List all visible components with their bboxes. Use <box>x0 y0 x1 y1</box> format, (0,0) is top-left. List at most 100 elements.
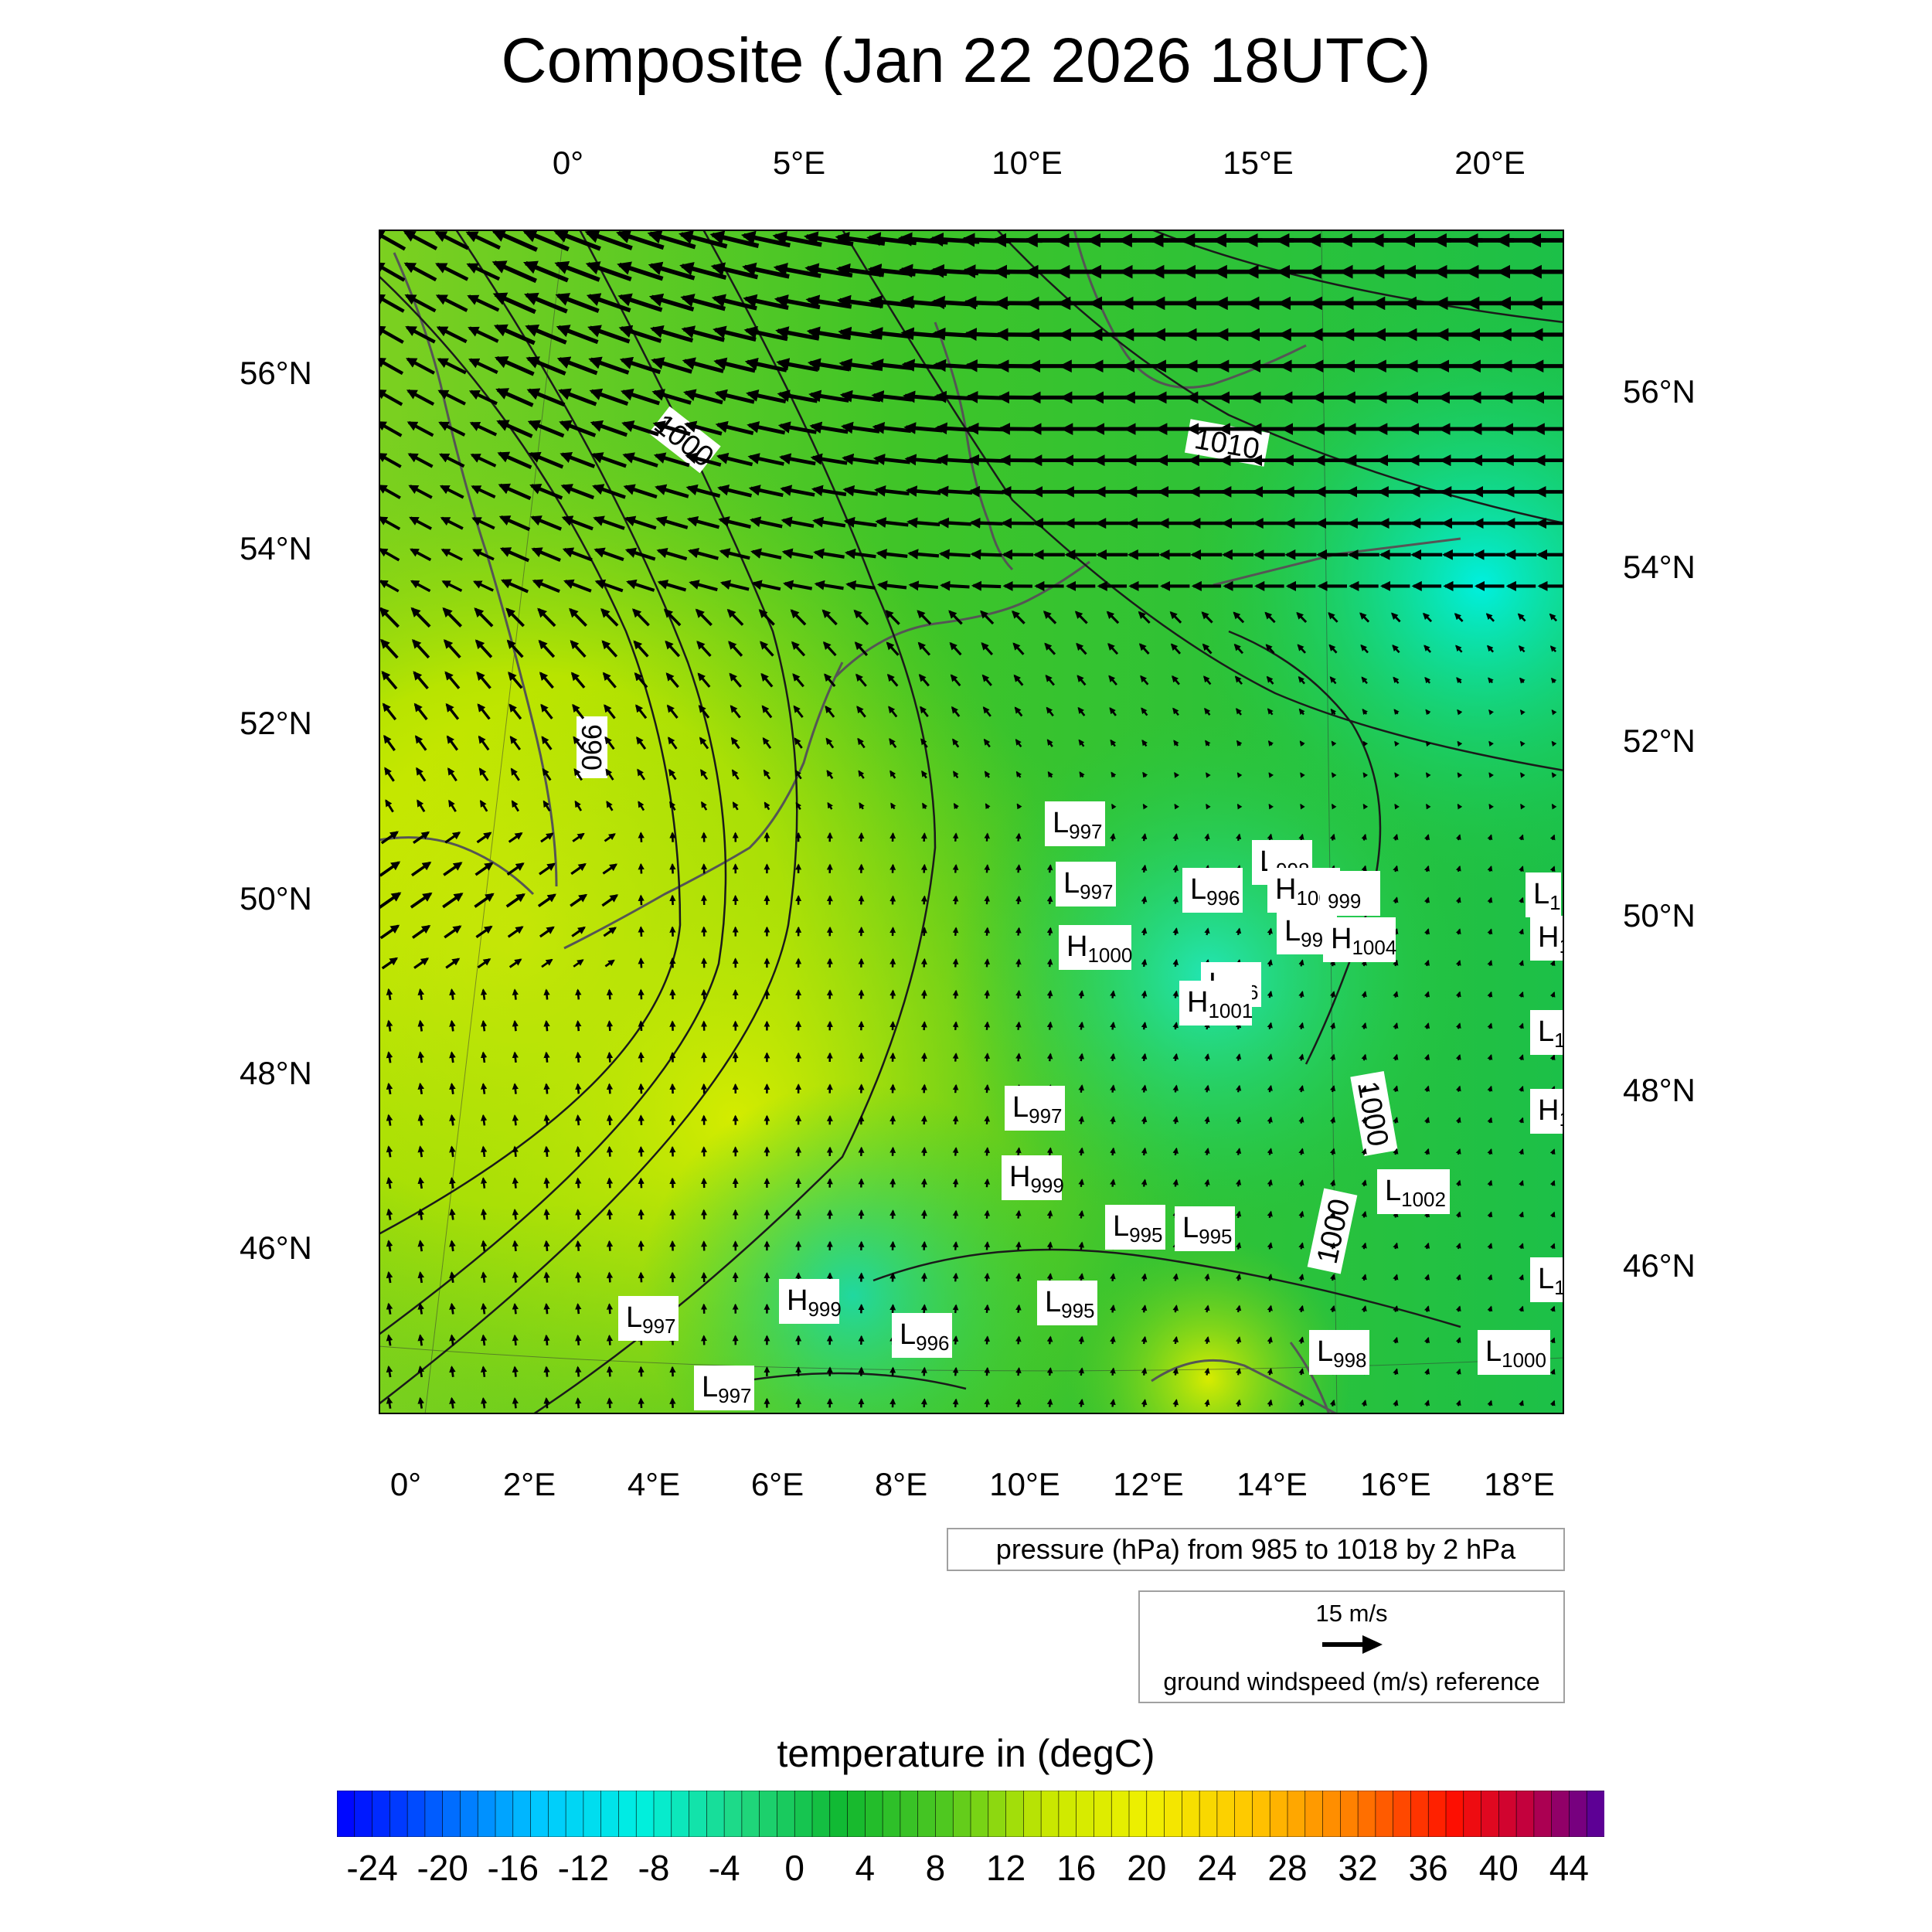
wind-arrow <box>496 420 533 438</box>
wind-arrow <box>1487 1211 1493 1218</box>
wind-arrow <box>984 1115 991 1124</box>
wind-arrow <box>1141 1335 1148 1345</box>
wind-arrow <box>1329 1210 1336 1218</box>
wind-arrow <box>853 609 869 626</box>
wind-arrow <box>695 608 713 627</box>
wind-arrow <box>539 862 556 876</box>
wind-arrow <box>1455 1117 1461 1124</box>
wind-arrow <box>1329 1085 1336 1093</box>
wind-arrow <box>937 485 973 498</box>
wind-arrow <box>588 356 630 375</box>
wind-arrow <box>413 831 430 844</box>
wind-arrow <box>1361 1179 1367 1187</box>
wind-arrow <box>604 833 616 842</box>
wind-arrow <box>494 355 535 376</box>
wind-arrow <box>1361 676 1368 685</box>
wind-arrow <box>616 230 665 250</box>
wind-arrow <box>386 1019 393 1032</box>
wind-arrow <box>1393 833 1399 841</box>
wind-arrow <box>1078 990 1085 998</box>
wind-arrow <box>811 485 847 497</box>
wind-arrow <box>604 736 615 750</box>
wind-arrow <box>669 1240 676 1251</box>
wind-arrow <box>953 802 960 810</box>
wind-arrow <box>443 639 461 658</box>
wind-arrow <box>952 1335 959 1345</box>
wind-arrow <box>1141 832 1148 842</box>
wind-arrow <box>498 483 532 501</box>
wind-arrow <box>478 735 490 751</box>
wind-arrow <box>952 738 960 748</box>
wind-arrow <box>416 767 427 782</box>
wind-arrow <box>1519 866 1524 872</box>
wind-arrow <box>794 769 802 780</box>
wind-arrow <box>921 770 927 779</box>
wind-arrow <box>442 607 462 628</box>
wind-arrow <box>1361 991 1367 998</box>
wind-arrow <box>435 262 469 281</box>
wind-arrow <box>436 325 468 344</box>
wind-arrow <box>1454 613 1464 622</box>
wind-arrow <box>1298 1336 1304 1344</box>
wind-arrow <box>1299 740 1305 747</box>
wind-arrow <box>1551 772 1557 778</box>
colorbar-swatch <box>372 1791 391 1837</box>
colorbar-swatch <box>723 1791 743 1837</box>
wind-arrow <box>636 736 647 750</box>
wind-arrow <box>1172 1367 1179 1376</box>
wind-arrow <box>1078 1241 1085 1250</box>
wind-arrow <box>716 452 753 467</box>
wind-arrow <box>417 1145 425 1158</box>
wind-arrow <box>1298 1368 1304 1376</box>
wind-arrow <box>543 1114 550 1126</box>
wind-arrow <box>510 767 520 781</box>
wind-arrow <box>984 770 991 778</box>
bottom-lon-label: 12°E <box>1113 1466 1184 1502</box>
wind-arrow <box>543 1051 550 1063</box>
wind-arrow <box>1206 772 1211 778</box>
wind-arrow <box>1172 1084 1179 1093</box>
colorbar-swatch <box>1216 1791 1236 1837</box>
wind-arrow <box>479 799 488 812</box>
pressure-center-label: L996 <box>1182 868 1243 913</box>
wind-arrow <box>560 451 596 468</box>
wind-arrow <box>1046 927 1053 936</box>
wind-arrow <box>699 736 709 750</box>
wind-arrow <box>1487 1243 1493 1250</box>
wind-arrow <box>1110 1179 1116 1187</box>
wind-arrow <box>952 895 959 905</box>
wind-arrow <box>1328 644 1338 654</box>
wind-arrow <box>606 1209 614 1220</box>
wind-arrow <box>474 893 495 908</box>
wind-arrow <box>1046 706 1054 717</box>
wind-arrow <box>1204 1116 1210 1124</box>
wind-arrow <box>443 862 463 876</box>
wind-arrow <box>984 958 991 968</box>
wind-arrow <box>379 892 402 910</box>
wind-arrow <box>1265 644 1275 655</box>
wind-arrow <box>1298 1179 1304 1187</box>
wind-arrow <box>606 1114 614 1126</box>
wind-arrow <box>952 1083 959 1094</box>
wind-arrow <box>1172 927 1179 936</box>
wind-arrow <box>1204 1399 1210 1407</box>
wind-arrow <box>1141 1147 1148 1156</box>
wind-arrow <box>1361 1304 1367 1312</box>
wind-arrow <box>669 1083 676 1094</box>
wind-arrow <box>1488 709 1494 716</box>
wind-arrow <box>449 1082 456 1094</box>
colorbar-swatch <box>882 1791 901 1837</box>
wind-arrow <box>1425 772 1431 778</box>
wind-arrow <box>1549 991 1556 998</box>
bottom-lon-label: 2°E <box>502 1466 556 1502</box>
wind-arrow <box>1170 643 1182 655</box>
wind-arrow <box>872 454 910 466</box>
wind-arrow <box>984 927 991 936</box>
isobar-label: 1000 <box>1350 1070 1398 1157</box>
wind-arrow <box>539 672 554 689</box>
wind-arrow <box>439 485 464 499</box>
wind-arrow <box>1328 612 1338 623</box>
wind-arrow <box>1488 772 1495 778</box>
wind-arrow <box>856 706 866 718</box>
colorbar-swatch <box>1269 1791 1288 1837</box>
